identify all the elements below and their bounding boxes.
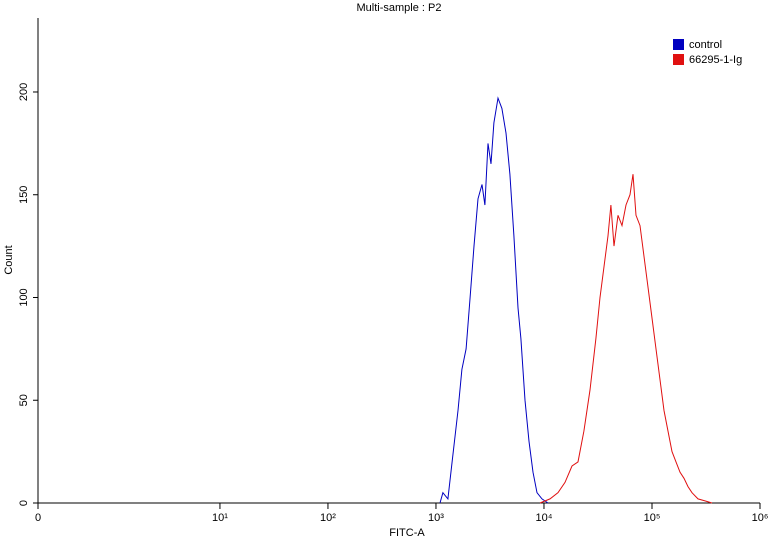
- chart-title: Multi-sample : P2: [357, 2, 442, 14]
- x-tick-label: 0: [35, 512, 41, 524]
- y-tick-label: 150: [18, 186, 30, 204]
- x-tick-label: 10²: [320, 512, 336, 524]
- y-tick-label: 100: [18, 288, 30, 306]
- series-line: [539, 174, 713, 504]
- x-tick-label: 10⁵: [644, 512, 661, 524]
- y-tick-label: 0: [18, 500, 30, 506]
- x-tick-label: 10³: [428, 512, 444, 524]
- x-tick-label: 10⁶: [752, 512, 769, 524]
- series-line: [439, 96, 549, 504]
- y-tick-label: 50: [18, 394, 30, 406]
- x-tick-label: 10⁴: [535, 512, 552, 524]
- x-axis-label: FITC-A: [389, 527, 425, 539]
- legend-label: 66295-1-Ig: [689, 54, 742, 66]
- legend-label: control: [689, 39, 722, 51]
- x-tick-label: 10¹: [212, 512, 228, 524]
- y-axis-label: Count: [3, 245, 15, 274]
- legend-swatch: [673, 54, 684, 65]
- y-tick-label: 200: [18, 83, 30, 101]
- legend-swatch: [673, 39, 684, 50]
